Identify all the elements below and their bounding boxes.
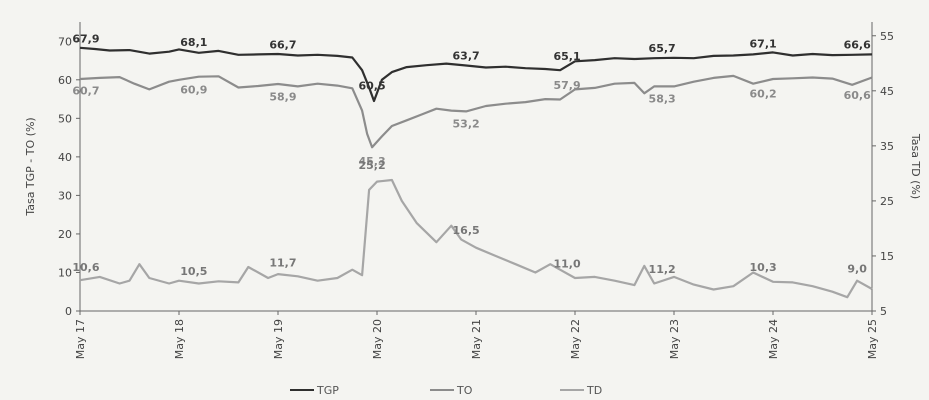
right-axis-title: Tasa TD (%) [909, 133, 922, 199]
x-tick-label: May 20 [371, 319, 384, 359]
right-tick-label: 25 [880, 195, 894, 208]
left-tick-label: 30 [58, 189, 72, 202]
x-tick-label: May 21 [470, 319, 483, 359]
data-label-td: 11,0 [554, 258, 581, 271]
legend-label-tgp: TGP [316, 384, 339, 397]
data-label-tgp: 63,7 [453, 50, 480, 63]
legend-label-to: TO [456, 384, 473, 397]
x-tick-label: May 19 [272, 319, 285, 359]
data-label-to: 60,7 [72, 85, 99, 98]
data-label-td: 11,7 [269, 257, 296, 270]
x-tick-label: May 23 [668, 319, 681, 359]
data-label-to: 53,2 [453, 117, 480, 130]
series-line-to [79, 74, 873, 149]
x-tick-label: May 22 [569, 319, 582, 359]
left-tick-label: 10 [58, 266, 72, 279]
x-tick-label: May 25 [866, 319, 879, 359]
left-tick-label: 40 [58, 151, 72, 164]
x-tick-label: May 17 [74, 319, 87, 359]
right-tick-label: 55 [880, 30, 894, 43]
data-label-tgp: 67,1 [750, 37, 777, 50]
left-tick-label: 50 [58, 112, 72, 125]
data-label-td: 10,3 [750, 261, 777, 274]
series-layer [79, 46, 873, 299]
left-tick-label: 60 [58, 74, 72, 87]
data-label-td: 11,2 [649, 263, 676, 276]
left-tick-label: 0 [65, 305, 72, 318]
data-label-tgp: 68,1 [180, 36, 207, 49]
series-line-tgp [79, 46, 873, 103]
data-label-td: 9,0 [847, 263, 867, 276]
data-label-to: 60,2 [750, 87, 777, 100]
data-label-tgp: 60,5 [358, 80, 385, 93]
data-label-to: 58,3 [649, 92, 676, 105]
right-tick-label: 5 [880, 305, 887, 318]
data-label-to: 57,9 [554, 79, 581, 92]
x-tick-label: May 24 [767, 319, 780, 359]
data-label-td: 25,2 [358, 159, 385, 172]
left-axis-title: Tasa TGP - TO (%) [24, 117, 37, 216]
left-tick-label: 20 [58, 228, 72, 241]
data-label-tgp: 66,7 [269, 38, 296, 51]
data-label-to: 60,6 [844, 89, 871, 102]
right-tick-label: 15 [880, 250, 894, 263]
data-label-tgp: 66,6 [844, 39, 871, 52]
data-label-tgp: 65,7 [649, 42, 676, 55]
data-label-to: 58,9 [269, 91, 296, 104]
data-label-td: 10,6 [72, 261, 99, 274]
data-label-td: 10,5 [180, 265, 207, 278]
axes: 0 10 20 30 40 50 60 70 5 15 25 35 45 55 May 17 May 18 Ma… [24, 22, 922, 359]
series-line-td [79, 178, 873, 299]
data-label-to: 45,3 [358, 155, 385, 168]
legend-label-td: TD [586, 384, 602, 397]
data-label-tgp: 67,9 [72, 32, 99, 45]
right-tick-label: 35 [880, 140, 894, 153]
data-label-to: 60,9 [180, 83, 207, 96]
data-label-tgp: 65,1 [554, 50, 581, 63]
legend: TGP TO TD [290, 384, 602, 397]
right-tick-label: 45 [880, 85, 894, 98]
x-tick-label: May 18 [173, 319, 186, 359]
annotation-layer: 67,9 68,1 66,7 60,5 63,7 65,1 65,7 67,1 66,6 60,7… [72, 32, 871, 278]
data-label-td: 16,5 [453, 224, 480, 237]
left-tick-label: 70 [58, 35, 72, 48]
